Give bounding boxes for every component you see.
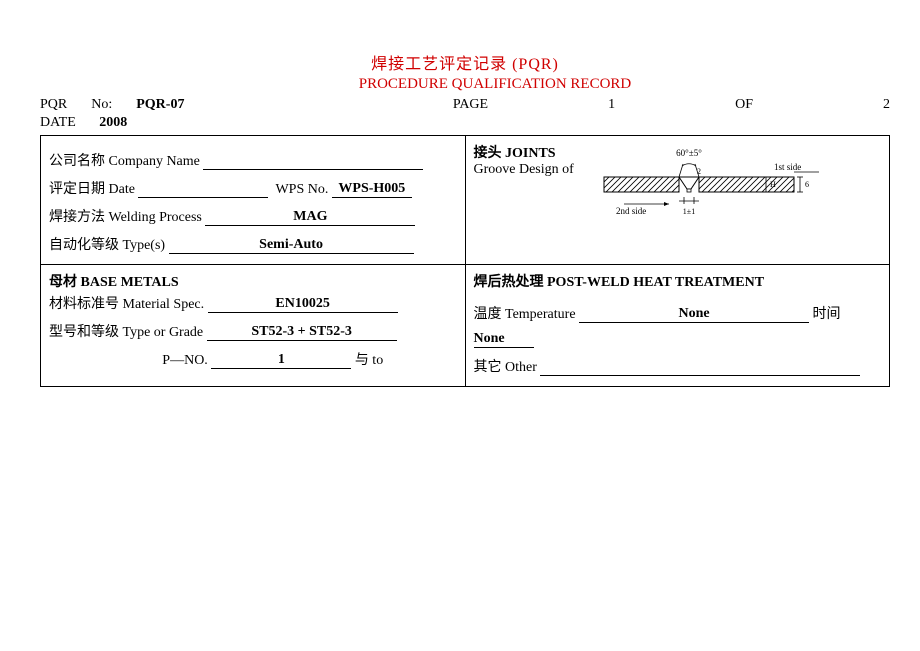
title-en: PROCEDURE QUALIFICATION RECORD	[40, 76, 890, 93]
wps-label: WPS No.	[275, 182, 328, 197]
page-num: 1	[608, 97, 615, 113]
total-pages: 2	[883, 97, 890, 113]
dim-h: H	[770, 180, 776, 189]
groove-label: Groove Design of	[474, 162, 574, 178]
first-side-label: 1st side	[774, 162, 801, 172]
pqr-label: PQR	[40, 97, 67, 113]
eval-date-label: 评定日期 Date	[49, 182, 135, 197]
spec-label: 材料标准号 Material Spec.	[49, 297, 204, 312]
dim-v: 6	[805, 180, 809, 189]
time-label: 时间	[813, 307, 841, 322]
base-metals-cell: 母材 BASE METALS 材料标准号 Material Spec. EN10…	[41, 265, 466, 387]
dim1: 1±1	[683, 207, 695, 216]
time-value: None	[474, 331, 534, 348]
spec-value: EN10025	[208, 296, 398, 313]
pqr-no-value: PQR-07	[136, 97, 184, 113]
welding-process-label: 焊接方法 Welding Process	[49, 210, 202, 225]
welding-process-value: MAG	[205, 209, 415, 226]
company-value	[203, 169, 423, 170]
grade-label: 型号和等级 Type or Grade	[49, 325, 203, 340]
other-label: 其它 Other	[474, 360, 537, 375]
title-cn: 焊接工艺评定记录 (PQR)	[40, 50, 890, 74]
to-label: 与 to	[355, 353, 383, 368]
pwht-header: 焊后热处理 POST-WELD HEAT TREATMENT	[474, 271, 882, 291]
pno-label: P—NO.	[122, 353, 208, 368]
pwht-cell: 焊后热处理 POST-WELD HEAT TREATMENT 温度 Temper…	[465, 265, 890, 387]
page-label: PAGE	[453, 97, 488, 113]
groove-diagram: 60°±5° 2 1st side H	[584, 142, 881, 227]
pno-value: 1	[211, 352, 351, 369]
wps-value: WPS-H005	[332, 181, 412, 198]
date-label: DATE	[40, 115, 76, 130]
type-value: Semi-Auto	[169, 237, 414, 254]
form-table: 公司名称 Company Name 评定日期 Date WPS No. WPS-…	[40, 135, 890, 387]
date-value: 2008	[99, 115, 127, 130]
of-label: OF	[735, 97, 753, 113]
angle-label: 60°±5°	[676, 148, 702, 158]
base-metals-header: 母材 BASE METALS	[49, 271, 457, 291]
dim2: 2	[697, 167, 701, 176]
temp-label: 温度 Temperature	[474, 307, 576, 322]
type-label: 自动化等级 Type(s)	[49, 238, 165, 253]
date-row: DATE 2008	[40, 115, 890, 131]
company-cell: 公司名称 Company Name 评定日期 Date WPS No. WPS-…	[41, 136, 466, 265]
header-row: PQR No: PQR-07 PAGE 1 OF 2	[40, 97, 890, 113]
joints-cell: 接头 JOINTS Groove Design of	[465, 136, 890, 265]
eval-date-value	[138, 197, 268, 198]
other-value	[540, 375, 860, 376]
company-label: 公司名称 Company Name	[49, 154, 200, 169]
joints-header: 接头 JOINTS	[474, 142, 574, 162]
temp-value: None	[579, 306, 809, 323]
grade-value: ST52-3 + ST52-3	[207, 324, 397, 341]
second-side-label: 2nd side	[616, 206, 646, 216]
no-label: No:	[91, 97, 112, 113]
